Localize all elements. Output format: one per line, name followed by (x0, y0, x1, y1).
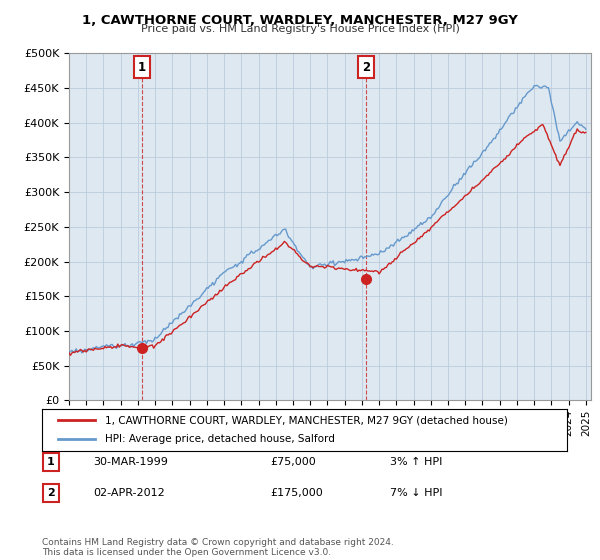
Text: 02-APR-2012: 02-APR-2012 (93, 488, 165, 498)
Text: £75,000: £75,000 (270, 457, 316, 467)
Text: HPI: Average price, detached house, Salford: HPI: Average price, detached house, Salf… (105, 434, 335, 444)
Text: 30-MAR-1999: 30-MAR-1999 (93, 457, 168, 467)
Text: 1: 1 (138, 60, 146, 73)
Text: 1, CAWTHORNE COURT, WARDLEY, MANCHESTER, M27 9GY: 1, CAWTHORNE COURT, WARDLEY, MANCHESTER,… (82, 14, 518, 27)
Text: 1: 1 (47, 457, 55, 467)
Text: £175,000: £175,000 (270, 488, 323, 498)
Text: 7% ↓ HPI: 7% ↓ HPI (390, 488, 443, 498)
Text: 1, CAWTHORNE COURT, WARDLEY, MANCHESTER, M27 9GY (detached house): 1, CAWTHORNE COURT, WARDLEY, MANCHESTER,… (105, 415, 508, 425)
Text: 2: 2 (362, 60, 370, 73)
Text: 2: 2 (47, 488, 55, 498)
Text: Contains HM Land Registry data © Crown copyright and database right 2024.
This d: Contains HM Land Registry data © Crown c… (42, 538, 394, 557)
Text: 3% ↑ HPI: 3% ↑ HPI (390, 457, 442, 467)
Text: Price paid vs. HM Land Registry's House Price Index (HPI): Price paid vs. HM Land Registry's House … (140, 24, 460, 34)
